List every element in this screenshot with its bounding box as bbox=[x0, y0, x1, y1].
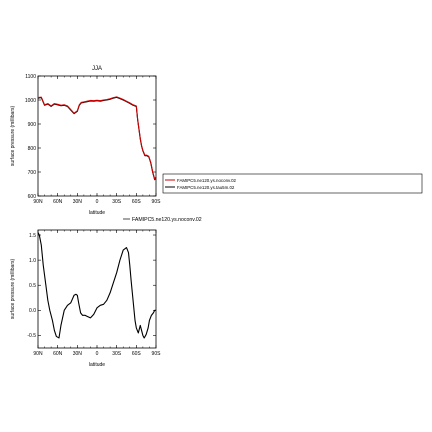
top-plot-frame bbox=[37, 75, 157, 197]
top-marks: 90N 60N 30N 0 30S 60S 90S 600 700 800 900 1000 1100 bbox=[25, 74, 161, 205]
top-xtick-label: 60N bbox=[53, 199, 63, 205]
top-ytick-label: 600 bbox=[28, 194, 37, 200]
bottom-xtick-label: 60N bbox=[53, 351, 63, 357]
top-legend-box bbox=[162, 173, 423, 194]
top-ytick-label: 800 bbox=[28, 146, 37, 152]
bottom-panel: FAMIPC5.ne120.ys.noconv.02 latitude surf… bbox=[10, 217, 202, 368]
top-title: JJA bbox=[92, 66, 102, 72]
top-legend: FAMIPC5.ne120.ys.noconv.02 FAMIPC5.ne120… bbox=[162, 173, 423, 194]
top-xtick-label: 60S bbox=[132, 199, 142, 205]
bottom-ytick-label: -0.5 bbox=[27, 333, 36, 339]
top-ytick-label: 700 bbox=[28, 170, 37, 176]
top-ylabel: surface pressure (millibars) bbox=[10, 106, 16, 167]
top-xtick-label: 90S bbox=[152, 199, 162, 205]
bottom-ylabel: surface pressure (millibars) bbox=[10, 259, 16, 320]
bottom-ytick-label: 0.5 bbox=[29, 283, 36, 289]
bottom-xtick-label: 30N bbox=[73, 351, 83, 357]
top-xtick-label: 0 bbox=[96, 199, 99, 205]
top-panel: JJA latitude surface pressure (millibars… bbox=[10, 66, 423, 216]
bottom-xtick-label: 30S bbox=[112, 351, 122, 357]
top-ytick-label: 900 bbox=[28, 122, 37, 128]
bottom-xtick-label: 0 bbox=[96, 351, 99, 357]
bottom-xtick-label: 60S bbox=[132, 351, 142, 357]
top-ytick-label: 1100 bbox=[25, 74, 36, 80]
bottom-xtick-label: 90N bbox=[33, 351, 43, 357]
top-xtick-label: 90N bbox=[33, 199, 43, 205]
top-legend-label-2: FAMIPC5.ne120.ys.tau5m.02 bbox=[177, 185, 235, 190]
top-xtick-label: 30S bbox=[112, 199, 122, 205]
top-ytick-label: 1000 bbox=[25, 98, 36, 104]
bottom-legend-label: FAMIPC5.ne120.ys.noconv.02 bbox=[132, 217, 202, 223]
top-xlabel: latitude bbox=[89, 210, 105, 216]
bottom-plot-frame bbox=[37, 229, 157, 349]
bottom-ytick-label: 0.0 bbox=[29, 308, 36, 314]
top-xtick-label: 30N bbox=[73, 199, 83, 205]
bottom-series-line bbox=[37, 232, 156, 339]
top-legend-label-1: FAMIPC5.ne120.ys.noconv.02 bbox=[177, 178, 237, 183]
bottom-xtick-label: 90S bbox=[152, 351, 162, 357]
top-series-line bbox=[37, 96, 157, 180]
bottom-marks: 90N 60N 30N 0 30S 60S 90S -0.5 0.0 0.5 1.0 1.5 bbox=[27, 230, 161, 357]
bottom-ytick-label: 1.5 bbox=[29, 233, 36, 239]
top-series-line bbox=[37, 96, 157, 181]
bottom-ytick-label: 1.0 bbox=[29, 258, 36, 264]
bottom-xlabel: latitude bbox=[89, 362, 105, 368]
